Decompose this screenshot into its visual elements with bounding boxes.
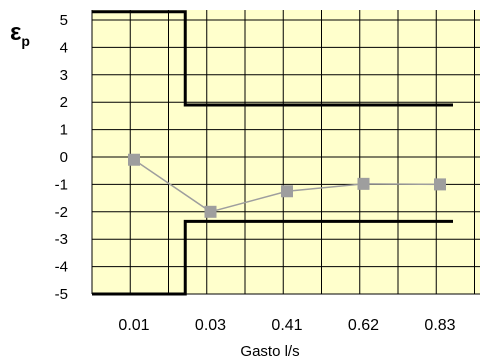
plot-area [92,10,480,294]
lower-limit-line [92,219,453,296]
y-axis-label-subscript: p [21,33,30,49]
y-tick-label-10: -5 [55,286,68,303]
x-tick-label-2: 0.41 [271,317,302,334]
x-tick-label-1: 0.03 [195,317,226,334]
y-axis-ticks: 5 4 3 2 1 0 -1 -2 -3 -4 -5 [55,12,68,303]
x-tick-label-0: 0.01 [118,317,149,334]
y-tick-label-9: -4 [55,259,68,276]
plot-background [92,10,480,294]
series-group [128,153,446,218]
x-tick-label-3: 0.62 [348,317,379,334]
y-tick-label-7: -2 [55,204,68,221]
limit-lines [92,10,453,296]
y-tick-label-4: 1 [60,122,68,139]
y-tick-label-5: 0 [60,149,68,166]
y-tick-label-3: 2 [60,94,68,111]
upper-limit-line [92,10,453,107]
data-point-4 [434,178,446,191]
y-axis-label: εp [10,19,30,49]
y-tick-label-1: 4 [60,39,68,56]
y-tick-label-6: -1 [55,176,68,193]
x-tick-label-4: 0.83 [424,317,455,334]
y-tick-label-8: -3 [55,231,68,248]
data-point-1 [204,205,217,218]
y-tick-label-2: 3 [60,67,68,84]
x-axis-ticks: 0.01 0.03 0.41 0.62 0.83 [118,317,455,334]
data-point-2 [281,185,293,198]
data-point-0 [128,153,140,166]
data-point-3 [357,177,370,190]
y-tick-label-0: 5 [60,12,68,29]
y-axis-label-symbol: ε [10,19,21,46]
x-axis-label: Gasto l/s [240,343,299,360]
